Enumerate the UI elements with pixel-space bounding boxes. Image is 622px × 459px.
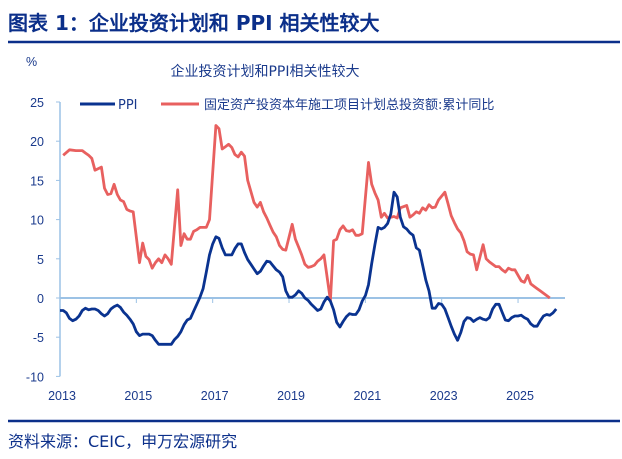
x-tick-label: 2017 <box>201 389 229 403</box>
x-tick-label: 2021 <box>353 389 381 403</box>
source-note: 资料来源：CEIC，申万宏源研究 <box>8 432 237 451</box>
y-tick-label: 10 <box>30 214 44 228</box>
legend-label-ppi: PPI <box>118 98 138 113</box>
figure-title: 图表 1：企业投资计划和 PPI 相关性较大 <box>8 11 380 35</box>
ppi-line <box>60 190 558 346</box>
legend: PPI 固定资产投资本年施工项目计划总投资额:累计同比 <box>80 97 494 113</box>
x-tick-label: 2025 <box>506 389 534 403</box>
y-tick-label: 0 <box>37 292 44 306</box>
y-tick-label: 20 <box>30 135 44 149</box>
y-tick-label: 15 <box>30 174 44 188</box>
fai-plan-line <box>62 124 551 302</box>
y-tick-label: 25 <box>30 96 44 110</box>
x-tick-label: 2023 <box>430 389 458 403</box>
y-tick-label: 5 <box>37 253 44 267</box>
y-axis-unit: % <box>26 55 37 69</box>
x-tick-label: 2013 <box>48 389 76 403</box>
x-tick-label: 2015 <box>124 389 152 403</box>
y-tick-label: -5 <box>33 331 44 345</box>
chart-title: 企业投资计划和PPI相关性较大 <box>170 63 359 80</box>
y-tick-label: -10 <box>26 370 44 384</box>
legend-label-fai: 固定资产投资本年施工项目计划总投资额:累计同比 <box>204 97 494 113</box>
x-tick-label: 2019 <box>277 389 305 403</box>
